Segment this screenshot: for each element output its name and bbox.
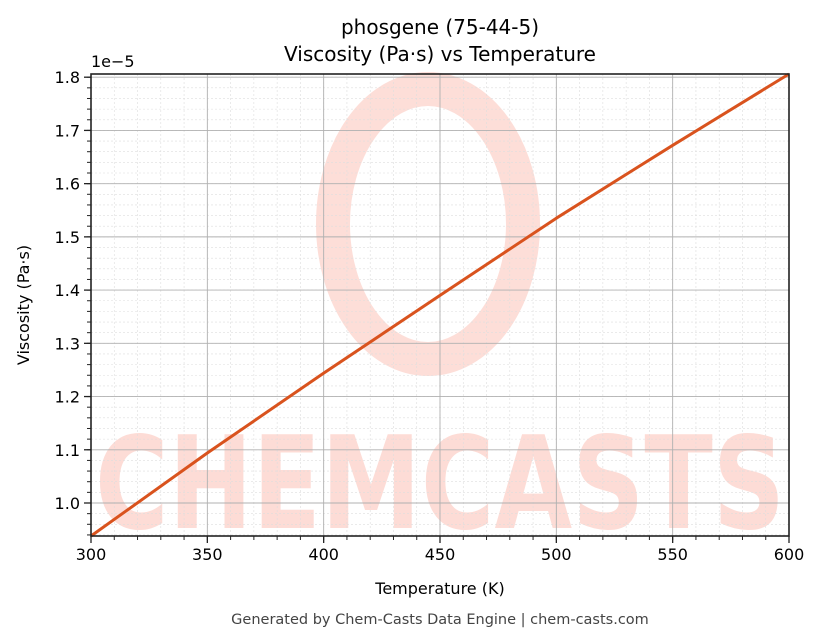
y-tick-label: 1.3 xyxy=(55,334,80,353)
x-axis-label: Temperature (K) xyxy=(374,579,504,598)
chart-title: phosgene (75-44-5) xyxy=(341,15,539,39)
y-axis: 1.0 1.1 1.2 1.3 1.4 1.5 1.6 1.7 1.8 xyxy=(55,68,91,536)
watermark-logo-icon xyxy=(316,72,540,376)
y-axis-label: Viscosity (Pa·s) xyxy=(14,245,33,365)
x-tick-label: 400 xyxy=(308,545,339,564)
x-tick-label: 550 xyxy=(657,545,688,564)
viscosity-line xyxy=(90,72,790,538)
chart-subtitle: Viscosity (Pa·s) vs Temperature xyxy=(284,42,596,66)
x-tick-label: 600 xyxy=(774,545,805,564)
y-tick-label: 1.7 xyxy=(55,121,80,140)
x-tick-label: 450 xyxy=(425,545,456,564)
x-tick-label: 350 xyxy=(192,545,223,564)
x-tick-label: 300 xyxy=(76,545,107,564)
y-tick-label: 1.1 xyxy=(55,441,80,460)
footer-credit: Generated by Chem-Casts Data Engine | ch… xyxy=(231,612,649,628)
y-tick-label: 1.8 xyxy=(55,68,80,87)
x-tick-label: 500 xyxy=(541,545,572,564)
y-tick-label: 1.5 xyxy=(55,228,80,247)
y-tick-label: 1.4 xyxy=(55,281,80,300)
y-offset-label: 1e−5 xyxy=(91,52,135,71)
x-axis: 300 350 400 450 500 550 600 xyxy=(76,536,805,564)
y-tick-label: 1.6 xyxy=(55,175,80,194)
major-grid xyxy=(90,74,790,536)
y-tick-label: 1.2 xyxy=(55,388,80,407)
y-tick-label: 1.0 xyxy=(55,494,80,513)
